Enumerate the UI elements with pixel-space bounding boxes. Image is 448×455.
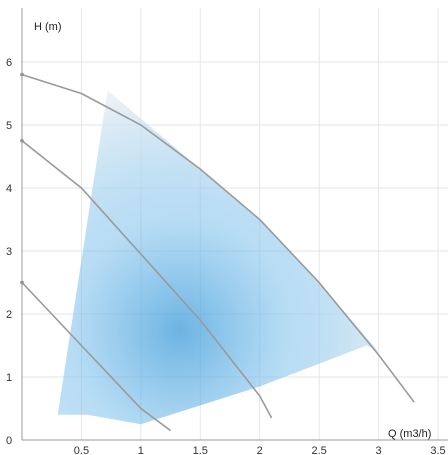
pump-curve-2 — [21, 140, 273, 419]
y-tick-label: 5 — [6, 120, 12, 132]
y-tick-label: 2 — [6, 309, 12, 321]
x-tick-label: 1.5 — [193, 445, 208, 455]
x-axis-title: Q (m3/h) — [388, 428, 431, 440]
y-tick-label: 6 — [6, 57, 12, 69]
y-tick-label: 0 — [6, 435, 12, 447]
x-tick-label: 1 — [138, 445, 144, 455]
pump-curve-3 — [21, 281, 172, 432]
x-tick-label: 2 — [257, 445, 263, 455]
y-tick-label: 4 — [6, 183, 12, 195]
pump-curves — [20, 72, 415, 432]
operating-area — [57, 90, 379, 425]
x-tick-label: 2.5 — [311, 445, 326, 455]
y-axis-title: H (m) — [34, 21, 62, 33]
y-tick-label: 3 — [6, 246, 12, 258]
x-tick-label: 3 — [376, 445, 382, 455]
x-tick-label: 3.5 — [430, 445, 445, 455]
x-tick-label: 0.5 — [74, 445, 89, 455]
operating-area-shape — [57, 90, 379, 425]
axes: 0 1 2 3 4 5 6 0.5 1 1.5 2 2.5 3 3.5 — [6, 8, 448, 455]
y-tick-label: 1 — [6, 372, 12, 384]
pump-curve-1 — [21, 73, 415, 403]
